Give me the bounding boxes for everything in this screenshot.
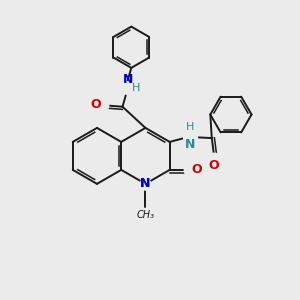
Text: H: H — [185, 122, 194, 132]
Text: O: O — [209, 159, 219, 172]
Text: CH₃: CH₃ — [136, 210, 154, 220]
Text: N: N — [184, 138, 195, 151]
Text: N: N — [140, 177, 151, 190]
Text: H: H — [132, 83, 140, 94]
Text: O: O — [192, 164, 203, 176]
Text: N: N — [123, 73, 133, 85]
Text: O: O — [90, 98, 101, 111]
Text: N: N — [140, 177, 151, 190]
